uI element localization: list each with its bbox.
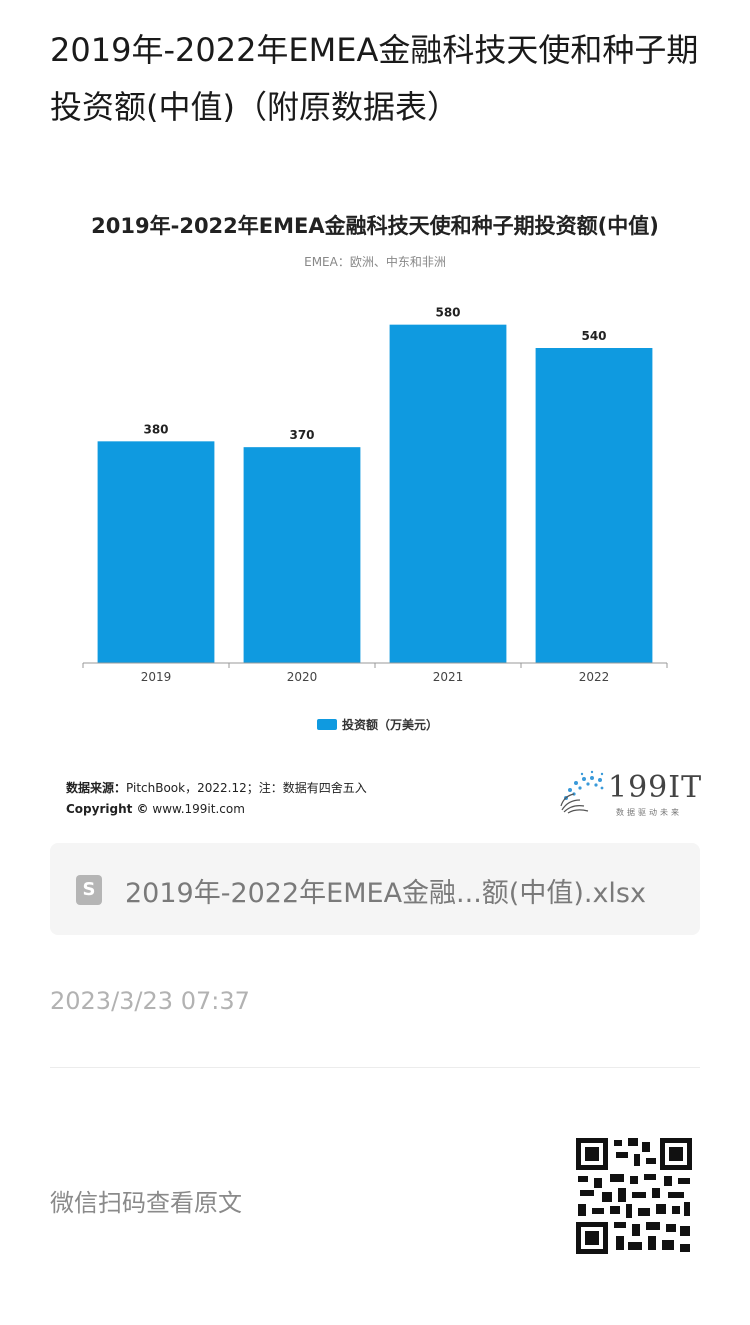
bar-value-label: 380 — [143, 422, 168, 436]
chart-image[interactable]: 2019年-2022年EMEA金融科技天使和种子期投资额(中值) EMEA：欧洲… — [50, 190, 701, 830]
legend-label: 投资额（万美元） — [342, 718, 439, 732]
legend-swatch — [317, 719, 337, 730]
chart-title: 2019年-2022年EMEA金融科技天使和种子期投资额(中值) — [91, 214, 659, 238]
source-label: 数据来源： — [66, 781, 127, 795]
scan-to-view-label: 微信扫码查看原文 — [50, 1189, 242, 1217]
brand-logo: 199IT 数据驱动未来 — [558, 770, 701, 820]
x-tick-label: 2021 — [433, 670, 464, 684]
copyright-text: www.199it.com — [152, 802, 245, 816]
qr-code-icon[interactable] — [574, 1136, 694, 1256]
bar-2019 — [97, 441, 215, 663]
source-text: PitchBook，2022.12；注：数据有四舍五入 — [126, 781, 367, 795]
bar-value-label: 540 — [581, 329, 606, 343]
copyright-line: Copyright © www.199it.com — [66, 799, 367, 820]
bar-value-label: 370 — [289, 428, 314, 442]
post-timestamp: 2023/3/23 07:37 — [50, 987, 250, 1015]
bar-2020 — [243, 447, 361, 663]
brand-mark-icon — [560, 770, 604, 814]
attachment-card[interactable]: S 2019年-2022年EMEA金融...额(中值).xlsx — [50, 843, 700, 935]
bar-value-label: 580 — [435, 306, 460, 320]
divider — [50, 1067, 700, 1068]
bar-chart: 380 2019 370 2020 580 2021 540 2022 — [82, 306, 668, 684]
bar-2022 — [535, 348, 653, 663]
chart-legend: 投资额（万美元） — [317, 716, 438, 733]
x-tick-label: 2020 — [287, 670, 318, 684]
chart-subtitle: EMEA：欧洲、中东和非洲 — [304, 255, 446, 269]
spreadsheet-file-icon: S — [76, 875, 102, 905]
source-block: 数据来源：PitchBook，2022.12；注：数据有四舍五入 Copyrig… — [66, 778, 367, 820]
x-tick-label: 2022 — [579, 670, 610, 684]
source-line: 数据来源：PitchBook，2022.12；注：数据有四舍五入 — [66, 778, 367, 799]
copyright-label: Copyright © — [66, 802, 149, 816]
brand-name: 199IT — [608, 770, 703, 805]
page-title: 2019年-2022年EMEA金融科技天使和种子期投资额(中值)（附原数据表） — [50, 31, 699, 126]
brand-tagline: 数据驱动未来 — [616, 808, 682, 817]
attachment-file-name: 2019年-2022年EMEA金融...额(中值).xlsx — [125, 878, 646, 909]
x-tick-label: 2019 — [141, 670, 172, 684]
bar-2021 — [389, 324, 507, 663]
